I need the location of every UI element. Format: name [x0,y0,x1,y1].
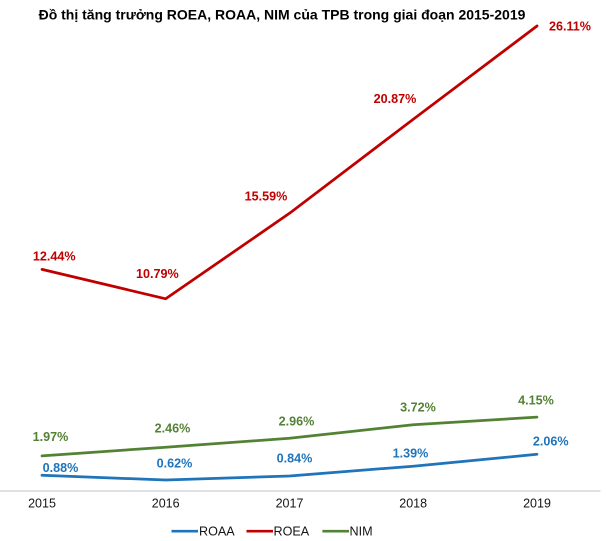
svg-text:0.62%: 0.62% [157,457,193,471]
svg-text:ROAA: ROAA [199,524,235,538]
svg-text:0.84%: 0.84% [277,452,313,466]
svg-text:2017: 2017 [276,497,304,511]
svg-text:NIM: NIM [350,524,373,538]
svg-text:26.11%: 26.11% [549,20,591,34]
svg-text:ROEA: ROEA [274,524,310,538]
svg-text:2016: 2016 [152,497,180,511]
svg-text:2.96%: 2.96% [279,415,315,429]
svg-text:2015: 2015 [28,497,56,511]
svg-text:Đồ thị tăng trưởng ROEA, ROAA,: Đồ thị tăng trưởng ROEA, ROAA, NIM của T… [39,7,526,23]
svg-text:0.88%: 0.88% [43,461,79,475]
svg-text:2.46%: 2.46% [155,422,191,436]
svg-text:2019: 2019 [523,497,551,511]
svg-text:20.87%: 20.87% [374,92,417,106]
svg-text:12.44%: 12.44% [33,249,76,263]
svg-text:10.79%: 10.79% [136,267,179,281]
svg-text:2018: 2018 [399,497,427,511]
svg-text:1.97%: 1.97% [33,430,69,444]
svg-text:3.72%: 3.72% [400,401,436,415]
svg-text:4.15%: 4.15% [518,394,554,408]
svg-text:1.39%: 1.39% [393,446,429,460]
svg-text:2.06%: 2.06% [533,434,569,448]
svg-text:15.59%: 15.59% [245,190,288,204]
